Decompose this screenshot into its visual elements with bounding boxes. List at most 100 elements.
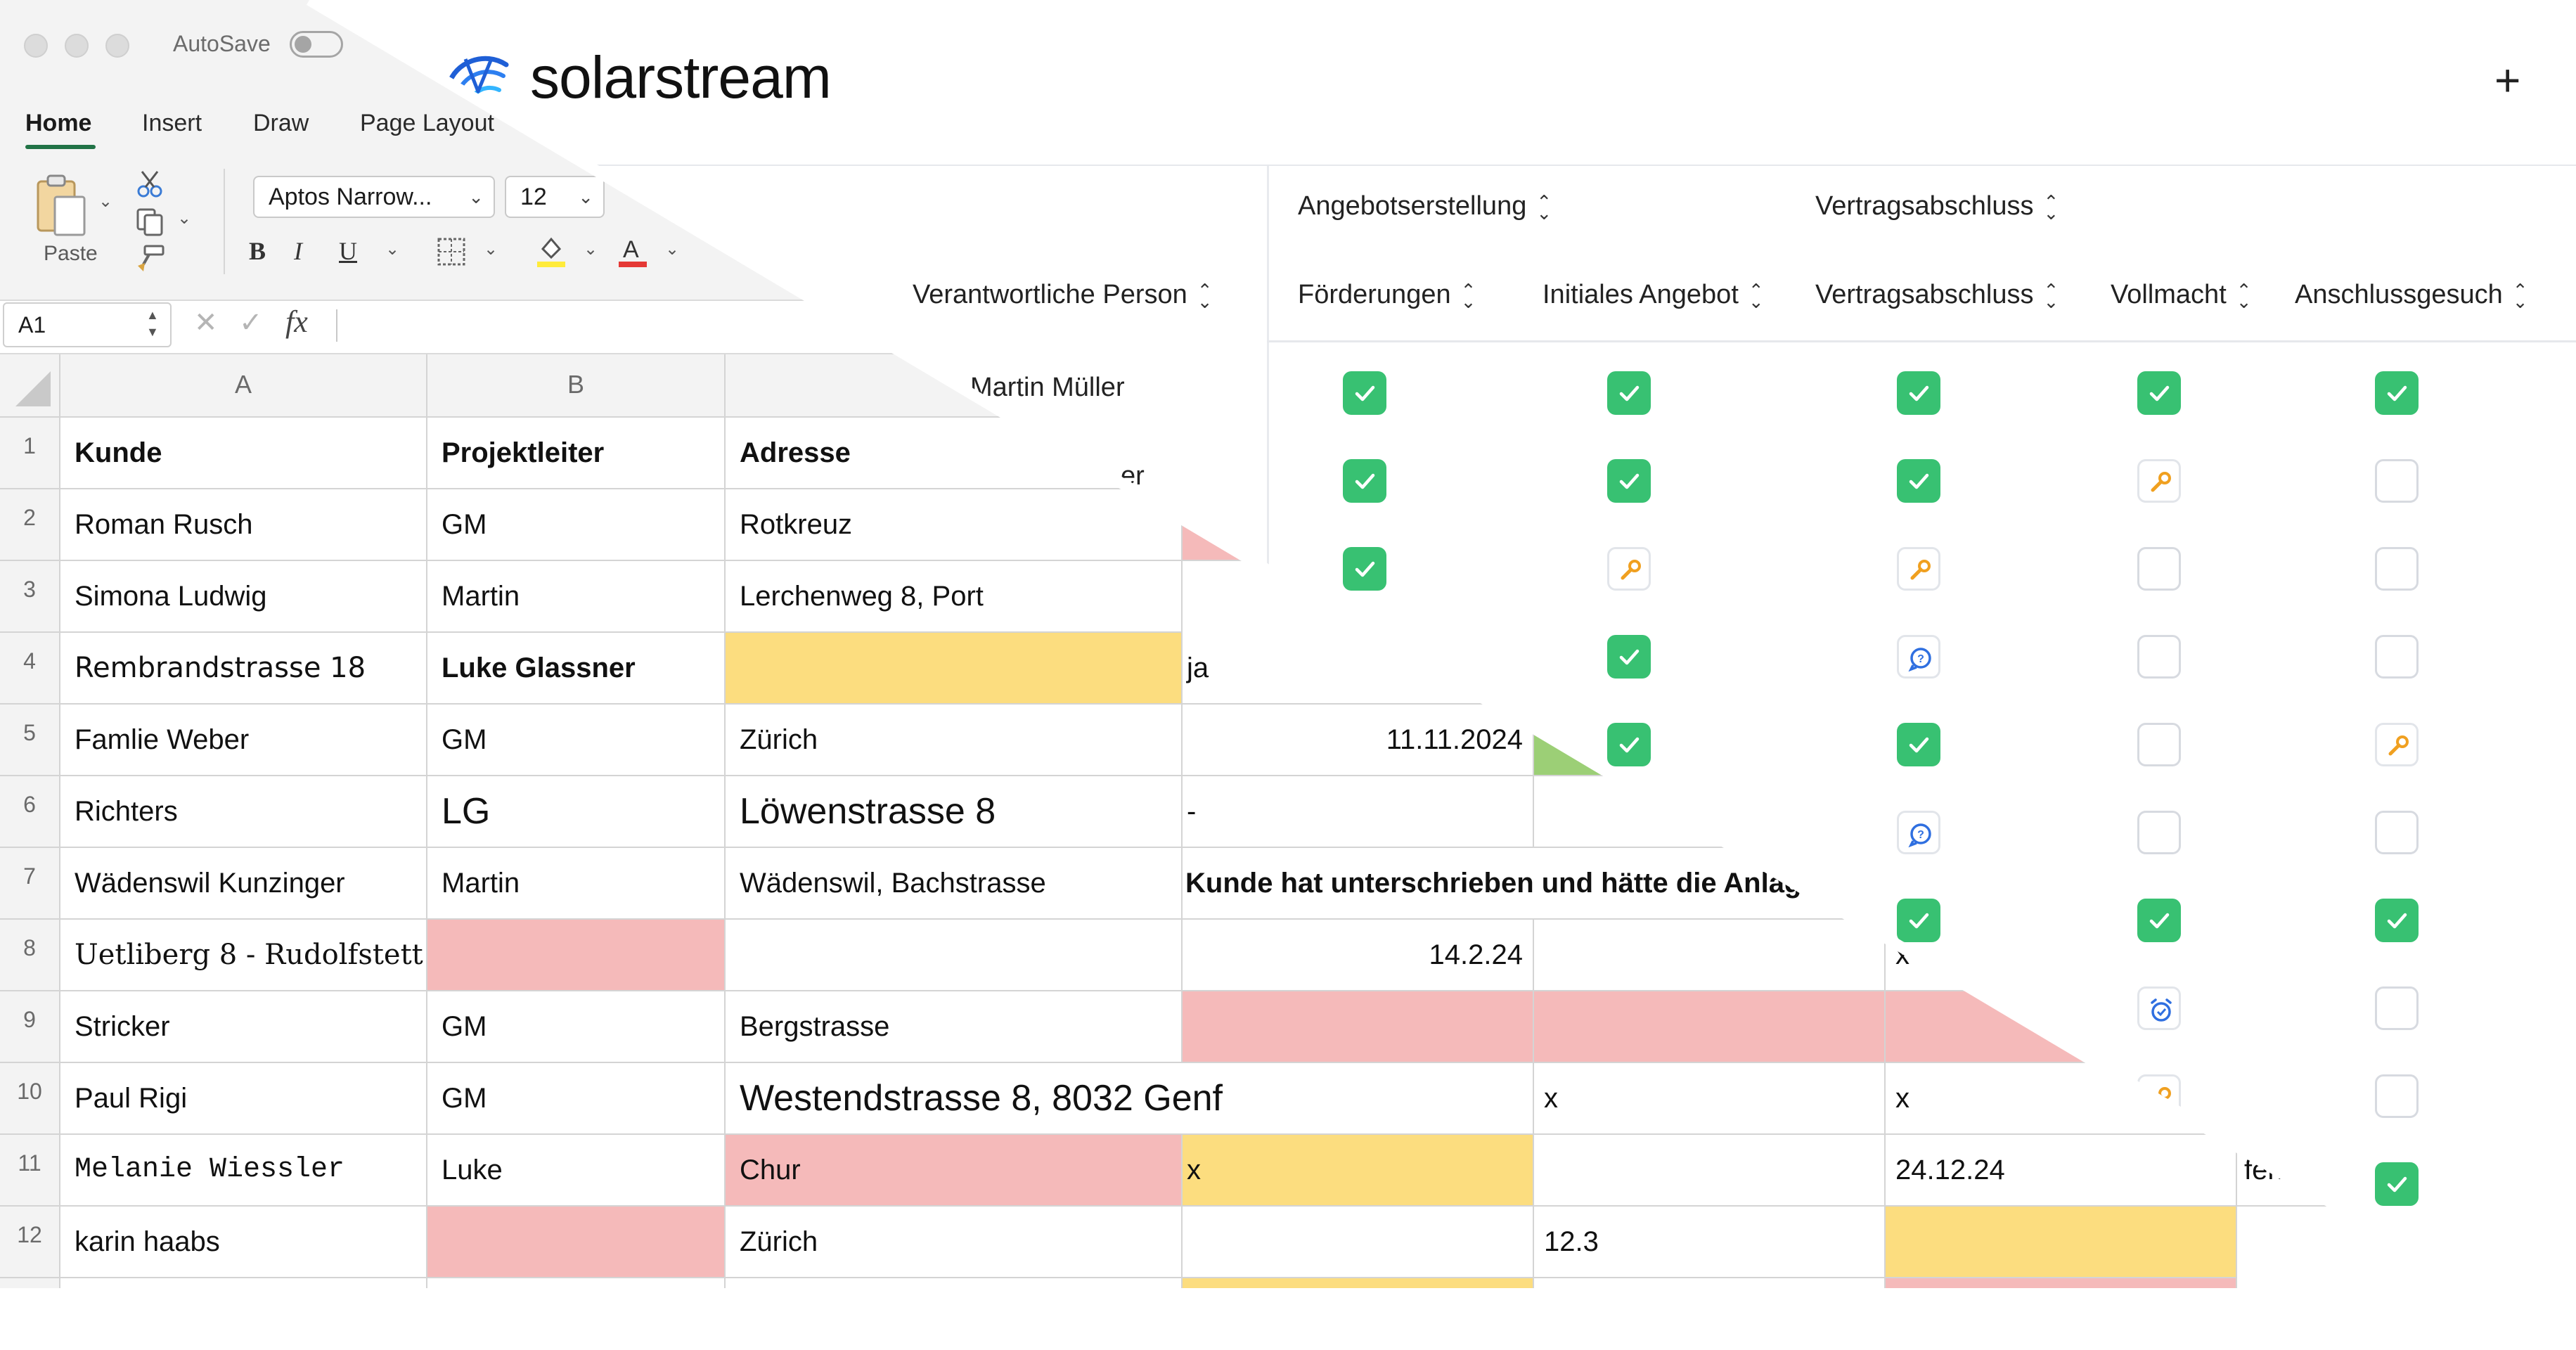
row-header[interactable]: 5 — [0, 705, 60, 776]
check-icon[interactable] — [2375, 899, 2419, 942]
cell-b4[interactable]: Luke Glassner — [427, 633, 726, 705]
fill-color-chevron-icon[interactable]: ⌄ — [584, 240, 598, 259]
sort-icon[interactable]: ⌃ ⌄ — [1460, 279, 1476, 312]
cell-f11[interactable]: 24.12.24 — [1886, 1135, 2237, 1207]
column-header-vertragsabschluss[interactable]: Vertragsabschluss ⌃ ⌄ — [1815, 280, 2059, 311]
cell-b2[interactable]: GM — [427, 489, 726, 561]
window-minimize-button[interactable] — [65, 34, 89, 58]
cell-a10[interactable]: Paul Rigi — [60, 1063, 427, 1135]
check-icon[interactable] — [1343, 459, 1386, 503]
font-color-icon[interactable]: A — [617, 235, 648, 267]
group-header-angebotserstellung[interactable]: Angebotserstellung ⌃ ⌄ — [1298, 191, 1552, 222]
cell-e13[interactable] — [1534, 1278, 1886, 1288]
tab-home[interactable]: Home — [25, 110, 92, 136]
empty-checkbox[interactable] — [2137, 547, 2181, 591]
cell-a13[interactable] — [60, 1278, 427, 1288]
check-icon[interactable] — [2375, 1162, 2419, 1206]
column-header-initiales-angebot[interactable]: Initiales Angebot ⌃ ⌄ — [1543, 280, 1764, 311]
row-header[interactable]: 10 — [0, 1063, 60, 1135]
cell-b11[interactable]: Luke — [427, 1135, 726, 1207]
check-icon[interactable] — [1897, 371, 1940, 415]
row-header[interactable]: 3 — [0, 561, 60, 633]
italic-button[interactable]: I — [294, 237, 302, 265]
empty-checkbox[interactable] — [2375, 986, 2419, 1030]
cell-b6[interactable]: LG — [427, 776, 726, 848]
cell-e9[interactable] — [1534, 991, 1886, 1063]
check-icon[interactable] — [1607, 723, 1651, 766]
check-icon[interactable] — [1607, 459, 1651, 503]
cell-a5[interactable]: Famlie Weber — [60, 705, 427, 776]
column-header-verantwortliche-person[interactable]: Verantwortliche Person ⌃ ⌄ — [913, 280, 1213, 311]
cell-d10[interactable] — [1183, 1063, 1534, 1135]
empty-checkbox[interactable] — [2137, 723, 2181, 766]
paste-chevron-icon[interactable]: ⌄ — [98, 192, 113, 211]
cell-a7[interactable]: Wädenswil Kunzinger — [60, 848, 427, 920]
check-icon[interactable] — [1897, 723, 1940, 766]
cell-c6[interactable]: Löwenstrasse 8 — [726, 776, 1183, 848]
tab-page-layout[interactable]: Page Layout — [360, 110, 494, 136]
name-box-stepper-icon[interactable]: ▲ ▼ — [146, 308, 159, 339]
cell-b8[interactable] — [427, 920, 726, 991]
column-header-anschlussgesuch[interactable]: Anschlussgesuch ⌃ ⌄ — [2295, 279, 2528, 312]
cell-e10[interactable]: x — [1534, 1063, 1886, 1135]
row-header[interactable]: 11 — [0, 1135, 60, 1207]
sort-icon[interactable]: ⌃ ⌄ — [2043, 191, 2059, 224]
cell-a8[interactable]: Uetliberg 8 - Rudolfstett — [60, 920, 427, 991]
row-header[interactable]: 6 — [0, 776, 60, 848]
wrench-icon[interactable] — [2375, 723, 2419, 766]
cell-d11[interactable]: x — [1183, 1135, 1534, 1207]
cell-d6[interactable]: - — [1183, 776, 1534, 848]
cell-f13[interactable] — [1886, 1278, 2237, 1288]
check-icon[interactable] — [2137, 899, 2181, 942]
cell-e11[interactable] — [1534, 1135, 1886, 1207]
cell-b3[interactable]: Martin — [427, 561, 726, 633]
cell-c5[interactable]: Zürich — [726, 705, 1183, 776]
name-box[interactable]: A1 — [3, 302, 172, 347]
cell-b10[interactable]: GM — [427, 1063, 726, 1135]
cell-a6[interactable]: Richters — [60, 776, 427, 848]
check-icon[interactable] — [1897, 459, 1940, 503]
font-name-dropdown[interactable]: Aptos Narrow... ⌄ — [253, 176, 495, 218]
column-header-b[interactable]: B — [427, 354, 726, 418]
cell-c7[interactable]: Wädenswil, Bachstrasse — [726, 848, 1183, 920]
cell-a12[interactable]: karin haabs — [60, 1207, 427, 1278]
sort-icon[interactable]: ⌃ ⌄ — [2512, 279, 2528, 312]
cell-a2[interactable]: Roman Rusch — [60, 489, 427, 561]
alarm-clock-icon[interactable] — [2137, 986, 2181, 1030]
column-header-vollmacht[interactable]: Vollmacht ⌃ ⌄ — [2111, 280, 2252, 311]
empty-checkbox[interactable] — [2375, 635, 2419, 679]
column-header-a[interactable]: A — [60, 354, 427, 418]
add-button[interactable]: + — [2494, 55, 2521, 105]
cell-c8[interactable] — [726, 920, 1183, 991]
cell-a4[interactable]: Rembrandstrasse 18 — [60, 633, 427, 705]
copy-chevron-icon[interactable]: ⌄ — [177, 209, 192, 228]
cell-a11[interactable]: Melanie Wiessler — [60, 1135, 427, 1207]
cell-c12[interactable]: Zürich — [726, 1207, 1183, 1278]
check-icon[interactable] — [1897, 899, 1940, 942]
row-header[interactable]: 9 — [0, 991, 60, 1063]
cell-b5[interactable]: GM — [427, 705, 726, 776]
empty-checkbox[interactable] — [2375, 459, 2419, 503]
scissors-icon[interactable] — [135, 169, 166, 200]
group-header-vertragsabschluss[interactable]: Vertragsabschluss ⌃ ⌄ — [1815, 191, 2059, 224]
wrench-icon[interactable] — [2137, 459, 2181, 503]
wrench-icon[interactable] — [1607, 547, 1651, 591]
cancel-formula-icon[interactable]: ✕ — [194, 307, 218, 338]
cell-f12[interactable] — [1886, 1207, 2237, 1278]
cell-c9[interactable]: Bergstrasse — [726, 991, 1183, 1063]
autosave-toggle[interactable] — [290, 31, 343, 58]
row-header[interactable]: 1 — [0, 418, 60, 489]
underline-button[interactable]: U — [339, 237, 357, 265]
borders-chevron-icon[interactable]: ⌄ — [484, 240, 498, 259]
cell-c11[interactable]: Chur — [726, 1135, 1183, 1207]
cell-b1[interactable]: Projektleiter — [427, 418, 726, 489]
tab-insert[interactable]: Insert — [142, 110, 202, 136]
cell-d13[interactable] — [1183, 1278, 1534, 1288]
underline-chevron-icon[interactable]: ⌄ — [385, 240, 400, 259]
row-header[interactable]: 12 — [0, 1207, 60, 1278]
check-icon[interactable] — [2137, 371, 2181, 415]
check-icon[interactable] — [1607, 371, 1651, 415]
tab-draw[interactable]: Draw — [253, 110, 309, 136]
insert-function-button[interactable]: fx — [285, 304, 308, 339]
cell-d5[interactable]: 11.11.2024 — [1183, 705, 1534, 776]
